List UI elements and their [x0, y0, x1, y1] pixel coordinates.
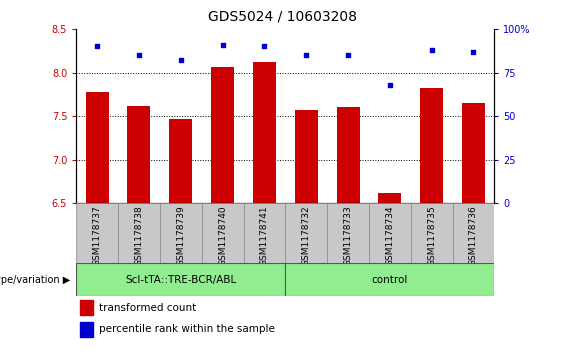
Text: GSM1178735: GSM1178735 — [427, 205, 436, 266]
Text: GSM1178737: GSM1178737 — [93, 205, 102, 266]
Bar — [76, 263, 285, 296]
Point — [469, 49, 478, 54]
Text: GSM1178733: GSM1178733 — [344, 205, 353, 266]
Text: control: control — [372, 274, 408, 285]
Bar — [420, 88, 443, 203]
Bar — [295, 110, 318, 203]
Bar — [453, 203, 494, 263]
Bar — [369, 203, 411, 263]
Bar — [76, 203, 118, 263]
Bar — [80, 322, 93, 337]
Point — [385, 82, 394, 88]
Text: GSM1178732: GSM1178732 — [302, 205, 311, 266]
Point — [302, 52, 311, 58]
Bar — [80, 300, 93, 315]
Point — [134, 52, 144, 58]
Bar — [379, 193, 401, 203]
Bar — [244, 203, 285, 263]
Bar — [411, 203, 453, 263]
Text: GSM1178741: GSM1178741 — [260, 205, 269, 266]
Point — [218, 42, 227, 48]
Bar — [327, 203, 369, 263]
Bar — [211, 66, 234, 203]
Point — [176, 57, 185, 63]
Point — [427, 47, 436, 53]
Bar — [462, 103, 485, 203]
Text: percentile rank within the sample: percentile rank within the sample — [99, 325, 275, 334]
Bar — [285, 263, 494, 296]
Text: GDS5024 / 10603208: GDS5024 / 10603208 — [208, 9, 357, 23]
Text: GSM1178736: GSM1178736 — [469, 205, 478, 266]
Text: genotype/variation ▶: genotype/variation ▶ — [0, 274, 71, 285]
Bar — [337, 107, 359, 203]
Point — [344, 52, 353, 58]
Bar — [253, 62, 276, 203]
Bar — [285, 203, 327, 263]
Bar — [170, 119, 192, 203]
Bar — [160, 203, 202, 263]
Text: GSM1178739: GSM1178739 — [176, 205, 185, 266]
Bar — [128, 106, 150, 203]
Text: Scl-tTA::TRE-BCR/ABL: Scl-tTA::TRE-BCR/ABL — [125, 274, 236, 285]
Text: GSM1178734: GSM1178734 — [385, 205, 394, 266]
Bar — [202, 203, 244, 263]
Text: GSM1178740: GSM1178740 — [218, 205, 227, 266]
Point — [93, 44, 102, 49]
Bar — [86, 92, 108, 203]
Text: GSM1178738: GSM1178738 — [134, 205, 144, 266]
Text: transformed count: transformed count — [99, 303, 197, 313]
Bar — [118, 203, 160, 263]
Point — [260, 44, 269, 49]
